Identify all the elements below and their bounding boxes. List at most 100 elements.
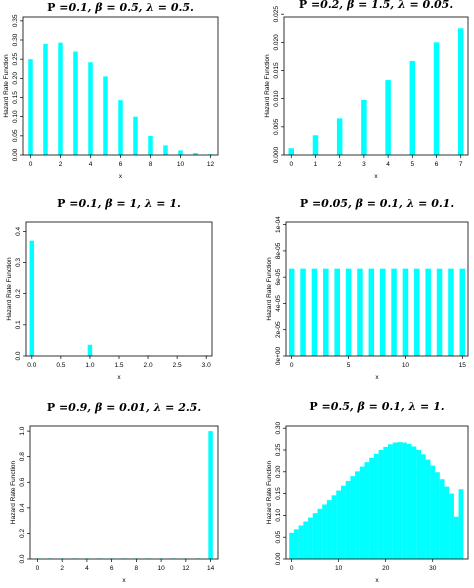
bar bbox=[449, 493, 454, 559]
y-tick-label: 4e-05 bbox=[275, 295, 282, 312]
chart-panel-3: P =0.1, β = 1, λ = 1. 0.0 0.5 1.0 1.5 2.0 2.5 3… bbox=[6, 197, 213, 381]
bar bbox=[193, 153, 198, 155]
bar bbox=[312, 513, 318, 559]
y-tick-label: 0.8 bbox=[19, 452, 26, 461]
x-tick-label: 10 bbox=[335, 565, 343, 572]
x-tick-label: 1.0 bbox=[85, 362, 94, 369]
y-axis-label: Hazard Rate Function bbox=[266, 257, 273, 321]
x-tick-label: 3 bbox=[362, 161, 366, 168]
bar bbox=[298, 525, 304, 559]
chart-title-text: =0.1, β = 0.5, λ = 0.5. bbox=[55, 1, 194, 14]
x-tick-label: 2 bbox=[60, 565, 64, 572]
bar bbox=[73, 51, 78, 155]
y-tick-label: 0.0 bbox=[19, 554, 26, 563]
bar bbox=[383, 446, 389, 559]
bar bbox=[311, 268, 318, 356]
chart-title: P =0.9, β = 0.01, λ = 2.5. bbox=[47, 401, 201, 414]
plot-frame bbox=[29, 425, 219, 560]
bar bbox=[208, 431, 213, 559]
bar bbox=[420, 454, 426, 559]
chart-title-parameter: P bbox=[47, 401, 55, 414]
bar bbox=[392, 442, 398, 559]
x-tick-label: 20 bbox=[382, 565, 390, 572]
x-tick-label: 0.0 bbox=[27, 362, 36, 369]
y-tick-label: 0.00 bbox=[275, 552, 282, 565]
y-tick-label: 0.2 bbox=[19, 529, 26, 538]
bar bbox=[425, 268, 431, 356]
chart-title-text: =0.9, β = 0.01, λ = 2.5. bbox=[55, 401, 201, 414]
bar bbox=[289, 532, 295, 559]
chart-title-parameter: P bbox=[299, 0, 307, 11]
y-tick-label: 0.15 bbox=[12, 91, 19, 104]
x-tick-label: 2 bbox=[338, 161, 342, 168]
y-tick-label: 0.25 bbox=[275, 443, 282, 456]
x-tick-label: 12 bbox=[182, 565, 190, 572]
bar bbox=[336, 118, 343, 155]
bar bbox=[369, 457, 374, 559]
x-tick-label: 10 bbox=[402, 362, 410, 369]
y-tick-label: 0.30 bbox=[12, 33, 19, 46]
x-axis-label: x bbox=[117, 374, 121, 381]
x-tick-label: 1.5 bbox=[114, 362, 123, 369]
chart-title-parameter: P bbox=[309, 400, 317, 413]
bar bbox=[118, 100, 123, 155]
y-tick-label: 0.10 bbox=[12, 110, 19, 123]
x-axis-label: x bbox=[122, 577, 126, 584]
x-tick-label: 4 bbox=[386, 161, 390, 168]
bar bbox=[373, 453, 379, 559]
bar bbox=[331, 495, 337, 559]
bar bbox=[364, 462, 370, 559]
bar bbox=[308, 517, 313, 559]
y-tick-label: 0.3 bbox=[15, 258, 22, 267]
bar bbox=[293, 529, 299, 559]
bar bbox=[163, 145, 168, 155]
x-tick-label: 0 bbox=[289, 161, 293, 168]
bar bbox=[336, 490, 342, 559]
x-tick-label: 4 bbox=[85, 565, 89, 572]
bar bbox=[29, 240, 35, 356]
bar bbox=[300, 268, 306, 356]
bar bbox=[433, 42, 440, 155]
bar bbox=[391, 268, 397, 356]
bar bbox=[88, 62, 93, 156]
bar bbox=[178, 150, 183, 155]
bar bbox=[430, 465, 436, 559]
chart-panel-5: P =0.9, β = 0.01, λ = 2.5. 0 2 4 6 8 10 12 14 0.0… bbox=[10, 401, 219, 584]
bar bbox=[334, 268, 340, 356]
y-tick-label: 0.4 bbox=[15, 226, 22, 235]
y-axis-label: Hazard Rate Function bbox=[10, 461, 17, 525]
y-tick-label: 1.0 bbox=[19, 426, 26, 435]
chart-title-parameter: P bbox=[300, 197, 308, 210]
bar bbox=[444, 486, 450, 559]
bar bbox=[103, 76, 108, 155]
chart-panel-6: P =0.5, β = 0.1, λ = 1. 0 10 20 30 0.00 0.05 0.… bbox=[266, 400, 469, 584]
chart-title: P =0.5, β = 0.1, λ = 1. bbox=[309, 400, 444, 413]
bar bbox=[436, 268, 443, 356]
chart-title-parameter: P bbox=[57, 197, 65, 210]
bar bbox=[28, 59, 33, 155]
x-tick-label: 6 bbox=[119, 161, 123, 168]
bar bbox=[385, 80, 391, 155]
bar bbox=[303, 521, 309, 559]
y-tick-label: 0.25 bbox=[12, 52, 19, 65]
x-tick-label: 5 bbox=[347, 362, 351, 369]
chart-title: P =0.1, β = 1, λ = 1. bbox=[57, 197, 181, 210]
y-tick-label: 0.015 bbox=[273, 62, 280, 79]
chart-panel-2: P =0.2, β = 1.5, λ = 0.05. 0 1 2 3 4 5 6 7 0.000 0… bbox=[264, 0, 469, 180]
bar bbox=[378, 449, 384, 559]
x-tick-label: 10 bbox=[177, 161, 185, 168]
x-tick-label: 0 bbox=[290, 362, 294, 369]
y-tick-label: 8e-05 bbox=[275, 242, 282, 259]
bar bbox=[323, 268, 329, 356]
x-axis-label: x bbox=[375, 577, 379, 584]
bar bbox=[148, 135, 153, 155]
y-tick-label: 0.020 bbox=[273, 34, 280, 51]
y-axis-label: Hazard Rate Function bbox=[6, 257, 13, 321]
bar bbox=[288, 268, 295, 356]
y-tick-label: 0.35 bbox=[12, 14, 19, 27]
y-tick-label: 0.20 bbox=[12, 72, 19, 85]
bar bbox=[317, 508, 323, 559]
y-tick-label: 0.30 bbox=[275, 421, 282, 434]
x-tick-label: 1 bbox=[314, 161, 318, 168]
y-tick-label: 0.20 bbox=[275, 465, 282, 478]
